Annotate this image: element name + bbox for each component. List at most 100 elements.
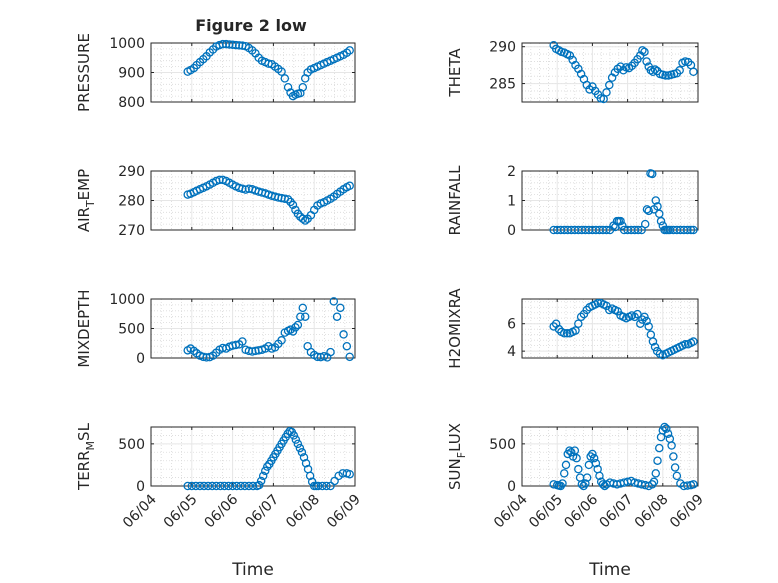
- data-point: [254, 480, 264, 490]
- data-point: [301, 458, 311, 468]
- y-tick-label: 6: [507, 317, 516, 333]
- data-point: [299, 453, 309, 462]
- data-point: [602, 88, 611, 97]
- data-point: [602, 225, 611, 235]
- data-point: [558, 479, 567, 488]
- data-point: [305, 471, 315, 481]
- data-point: [330, 476, 339, 486]
- data-point: [661, 71, 670, 80]
- data-point: [244, 481, 254, 491]
- data-point: [565, 51, 575, 60]
- data-point: [277, 67, 286, 76]
- plot-area: [151, 427, 355, 486]
- x-tick-label: 06/07: [597, 492, 637, 532]
- data-point: [640, 47, 649, 57]
- data-point: [642, 57, 651, 66]
- y-tick-label: 270: [118, 223, 145, 239]
- y-tick-label: 290: [118, 164, 145, 180]
- x-tick-label: 06/06: [202, 491, 242, 531]
- data-point: [559, 469, 569, 478]
- data-point: [672, 471, 682, 481]
- x-tick-label: 06/09: [324, 492, 364, 532]
- chart-panel: 285 290 THETA: [446, 40, 699, 104]
- data-point: [559, 329, 569, 338]
- y-axis-label: PRESSURE: [75, 33, 93, 112]
- data-point: [660, 422, 669, 432]
- data-point: [288, 200, 298, 210]
- data-point: [650, 65, 660, 74]
- data-point: [618, 221, 627, 230]
- chart-panel: 0 1 2 RAINFALL: [446, 164, 699, 239]
- data-point: [298, 214, 308, 224]
- data-point: [663, 429, 673, 438]
- data-point: [667, 441, 676, 450]
- data-point: [260, 466, 270, 476]
- data-point: [683, 225, 692, 235]
- data-point: [630, 312, 639, 322]
- data-point: [644, 322, 653, 331]
- x-tick-label: 06/04: [491, 491, 531, 531]
- data-point: [345, 352, 354, 362]
- data-point: [651, 469, 661, 478]
- data-point: [326, 347, 335, 357]
- data-point: [689, 225, 698, 235]
- data-point: [576, 312, 586, 322]
- data-point: [681, 340, 690, 349]
- data-point: [293, 320, 303, 330]
- y-tick-label: 285: [489, 77, 516, 93]
- y-tick-label: 500: [489, 437, 516, 453]
- data-point: [345, 181, 354, 190]
- y-axis-label: RAINFALL: [446, 165, 464, 236]
- x-tick-label: 06/04: [120, 491, 160, 531]
- data-point: [286, 325, 295, 334]
- data-point: [228, 481, 237, 491]
- data-point: [212, 481, 221, 491]
- chart-panel: 0 500 1000 MIXDEPTH: [75, 289, 356, 368]
- data-point: [297, 448, 307, 457]
- data-point: [256, 476, 266, 486]
- x-tick-label: 06/05: [526, 492, 566, 532]
- data-point: [689, 337, 698, 346]
- data-point: [191, 481, 201, 491]
- data-point: [322, 481, 331, 491]
- data-point: [293, 439, 303, 449]
- data-point: [669, 452, 678, 461]
- data-point: [240, 481, 250, 491]
- data-point: [195, 481, 205, 491]
- y-tick-label: 1000: [109, 292, 145, 308]
- y-tick-label: 0: [136, 351, 145, 367]
- x-tick-label: 06/08: [632, 492, 672, 532]
- data-point: [314, 481, 323, 491]
- data-point: [571, 326, 580, 335]
- y-axis-label: TERRMSL: [75, 422, 97, 491]
- data-point: [644, 206, 653, 216]
- x-axis-label: Time: [588, 560, 631, 580]
- y-axis-label: AIRTEMP: [75, 169, 97, 232]
- data-point: [683, 481, 692, 490]
- data-point: [258, 471, 268, 481]
- data-point: [283, 195, 293, 204]
- data-point: [582, 80, 592, 90]
- data-point: [655, 443, 664, 453]
- data-point: [647, 169, 657, 179]
- data-point: [342, 341, 352, 351]
- data-point: [244, 346, 254, 356]
- y-tick-label: 1000: [109, 36, 145, 52]
- data-point: [298, 83, 308, 92]
- x-axis-label: Time: [231, 560, 274, 580]
- data-point: [633, 225, 643, 235]
- data-point: [574, 464, 583, 474]
- data-point: [572, 453, 581, 463]
- data-point: [298, 303, 308, 313]
- y-tick-label: 800: [118, 95, 145, 111]
- y-tick-label: 2: [507, 164, 516, 180]
- data-point: [652, 346, 662, 356]
- data-point: [183, 481, 192, 491]
- data-point: [633, 309, 642, 319]
- data-point: [662, 424, 671, 433]
- y-axis-label: SUNFLUX: [446, 423, 468, 490]
- data-point: [231, 340, 241, 350]
- data-point: [232, 481, 241, 491]
- data-point: [561, 460, 571, 470]
- data-point: [593, 298, 603, 308]
